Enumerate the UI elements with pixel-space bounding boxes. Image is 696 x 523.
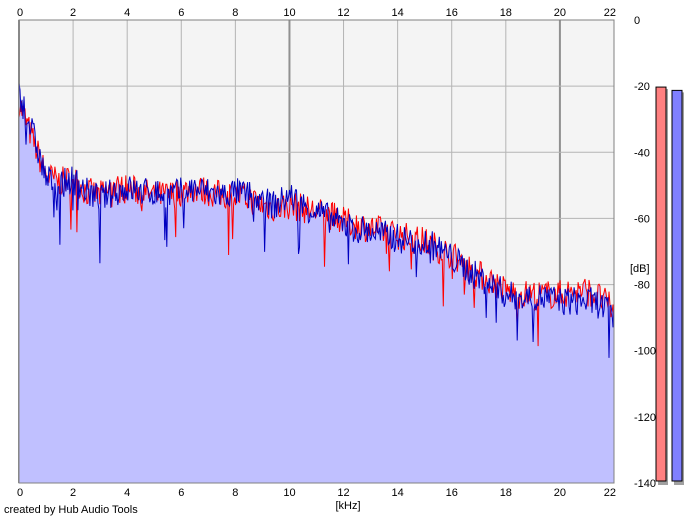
x-tick-label-top: 8 — [232, 7, 238, 19]
x-tick-label-bottom: 2 — [70, 487, 76, 499]
x-axis-unit-label: [kHz] — [335, 500, 360, 512]
x-tick-label-top: 0 — [17, 7, 23, 19]
credit-text: created by Hub Audio Tools — [4, 504, 138, 516]
level-meters — [655, 86, 684, 486]
x-tick-label-top: 20 — [554, 7, 566, 19]
x-tick-label-top: 10 — [283, 7, 295, 19]
x-tick-label-bottom: 10 — [283, 487, 295, 499]
x-axis-bottom-tick-labels: 0 2 4 6 8 10 12 14 16 18 20 22 — [17, 487, 616, 499]
spectrum-line-red — [18, 101, 615, 347]
x-tick-label-top: 12 — [337, 7, 349, 19]
x-tick-label-top: 4 — [124, 7, 130, 19]
y-tick-label: -140 — [634, 478, 656, 490]
x-tick-label-bottom: 0 — [17, 487, 23, 499]
x-tick-label-top: 14 — [392, 7, 404, 19]
x-tick-label-bottom: 8 — [232, 487, 238, 499]
plot-frame — [18, 19, 615, 484]
level-meter-red — [655, 86, 667, 482]
y-tick-label: -60 — [634, 213, 650, 225]
y-tick-label: -80 — [634, 280, 650, 292]
x-tick-label-top: 22 — [604, 7, 616, 19]
x-tick-label-bottom: 22 — [604, 487, 616, 499]
y-tick-label: -100 — [634, 346, 656, 358]
y-tick-label: -120 — [634, 412, 656, 424]
x-tick-label-bottom: 12 — [337, 487, 349, 499]
y-tick-label: -40 — [634, 147, 650, 159]
x-tick-label-bottom: 4 — [124, 487, 130, 499]
y-axis-unit-label: [dB] — [630, 263, 650, 275]
x-tick-label-bottom: 18 — [500, 487, 512, 499]
spectrum-line-blue — [18, 83, 615, 358]
x-tick-label-bottom: 20 — [554, 487, 566, 499]
x-tick-label-top: 18 — [500, 7, 512, 19]
x-tick-label-top: 2 — [70, 7, 76, 19]
x-tick-label-bottom: 6 — [178, 487, 184, 499]
x-tick-label-top: 6 — [178, 7, 184, 19]
x-tick-label-top: 16 — [446, 7, 458, 19]
level-meter-blue — [671, 89, 683, 482]
y-tick-label: 0 — [634, 15, 640, 27]
spectrum-fill-area — [19, 83, 614, 483]
x-axis-top-tick-labels: 0 2 4 6 8 10 12 14 16 18 20 22 — [17, 7, 616, 19]
x-tick-label-bottom: 16 — [446, 487, 458, 499]
y-axis-tick-labels: 0 -20 -40 -60 -80 -100 -120 -140 — [634, 15, 656, 490]
y-tick-label: -20 — [634, 81, 650, 93]
x-tick-label-bottom: 14 — [392, 487, 404, 499]
